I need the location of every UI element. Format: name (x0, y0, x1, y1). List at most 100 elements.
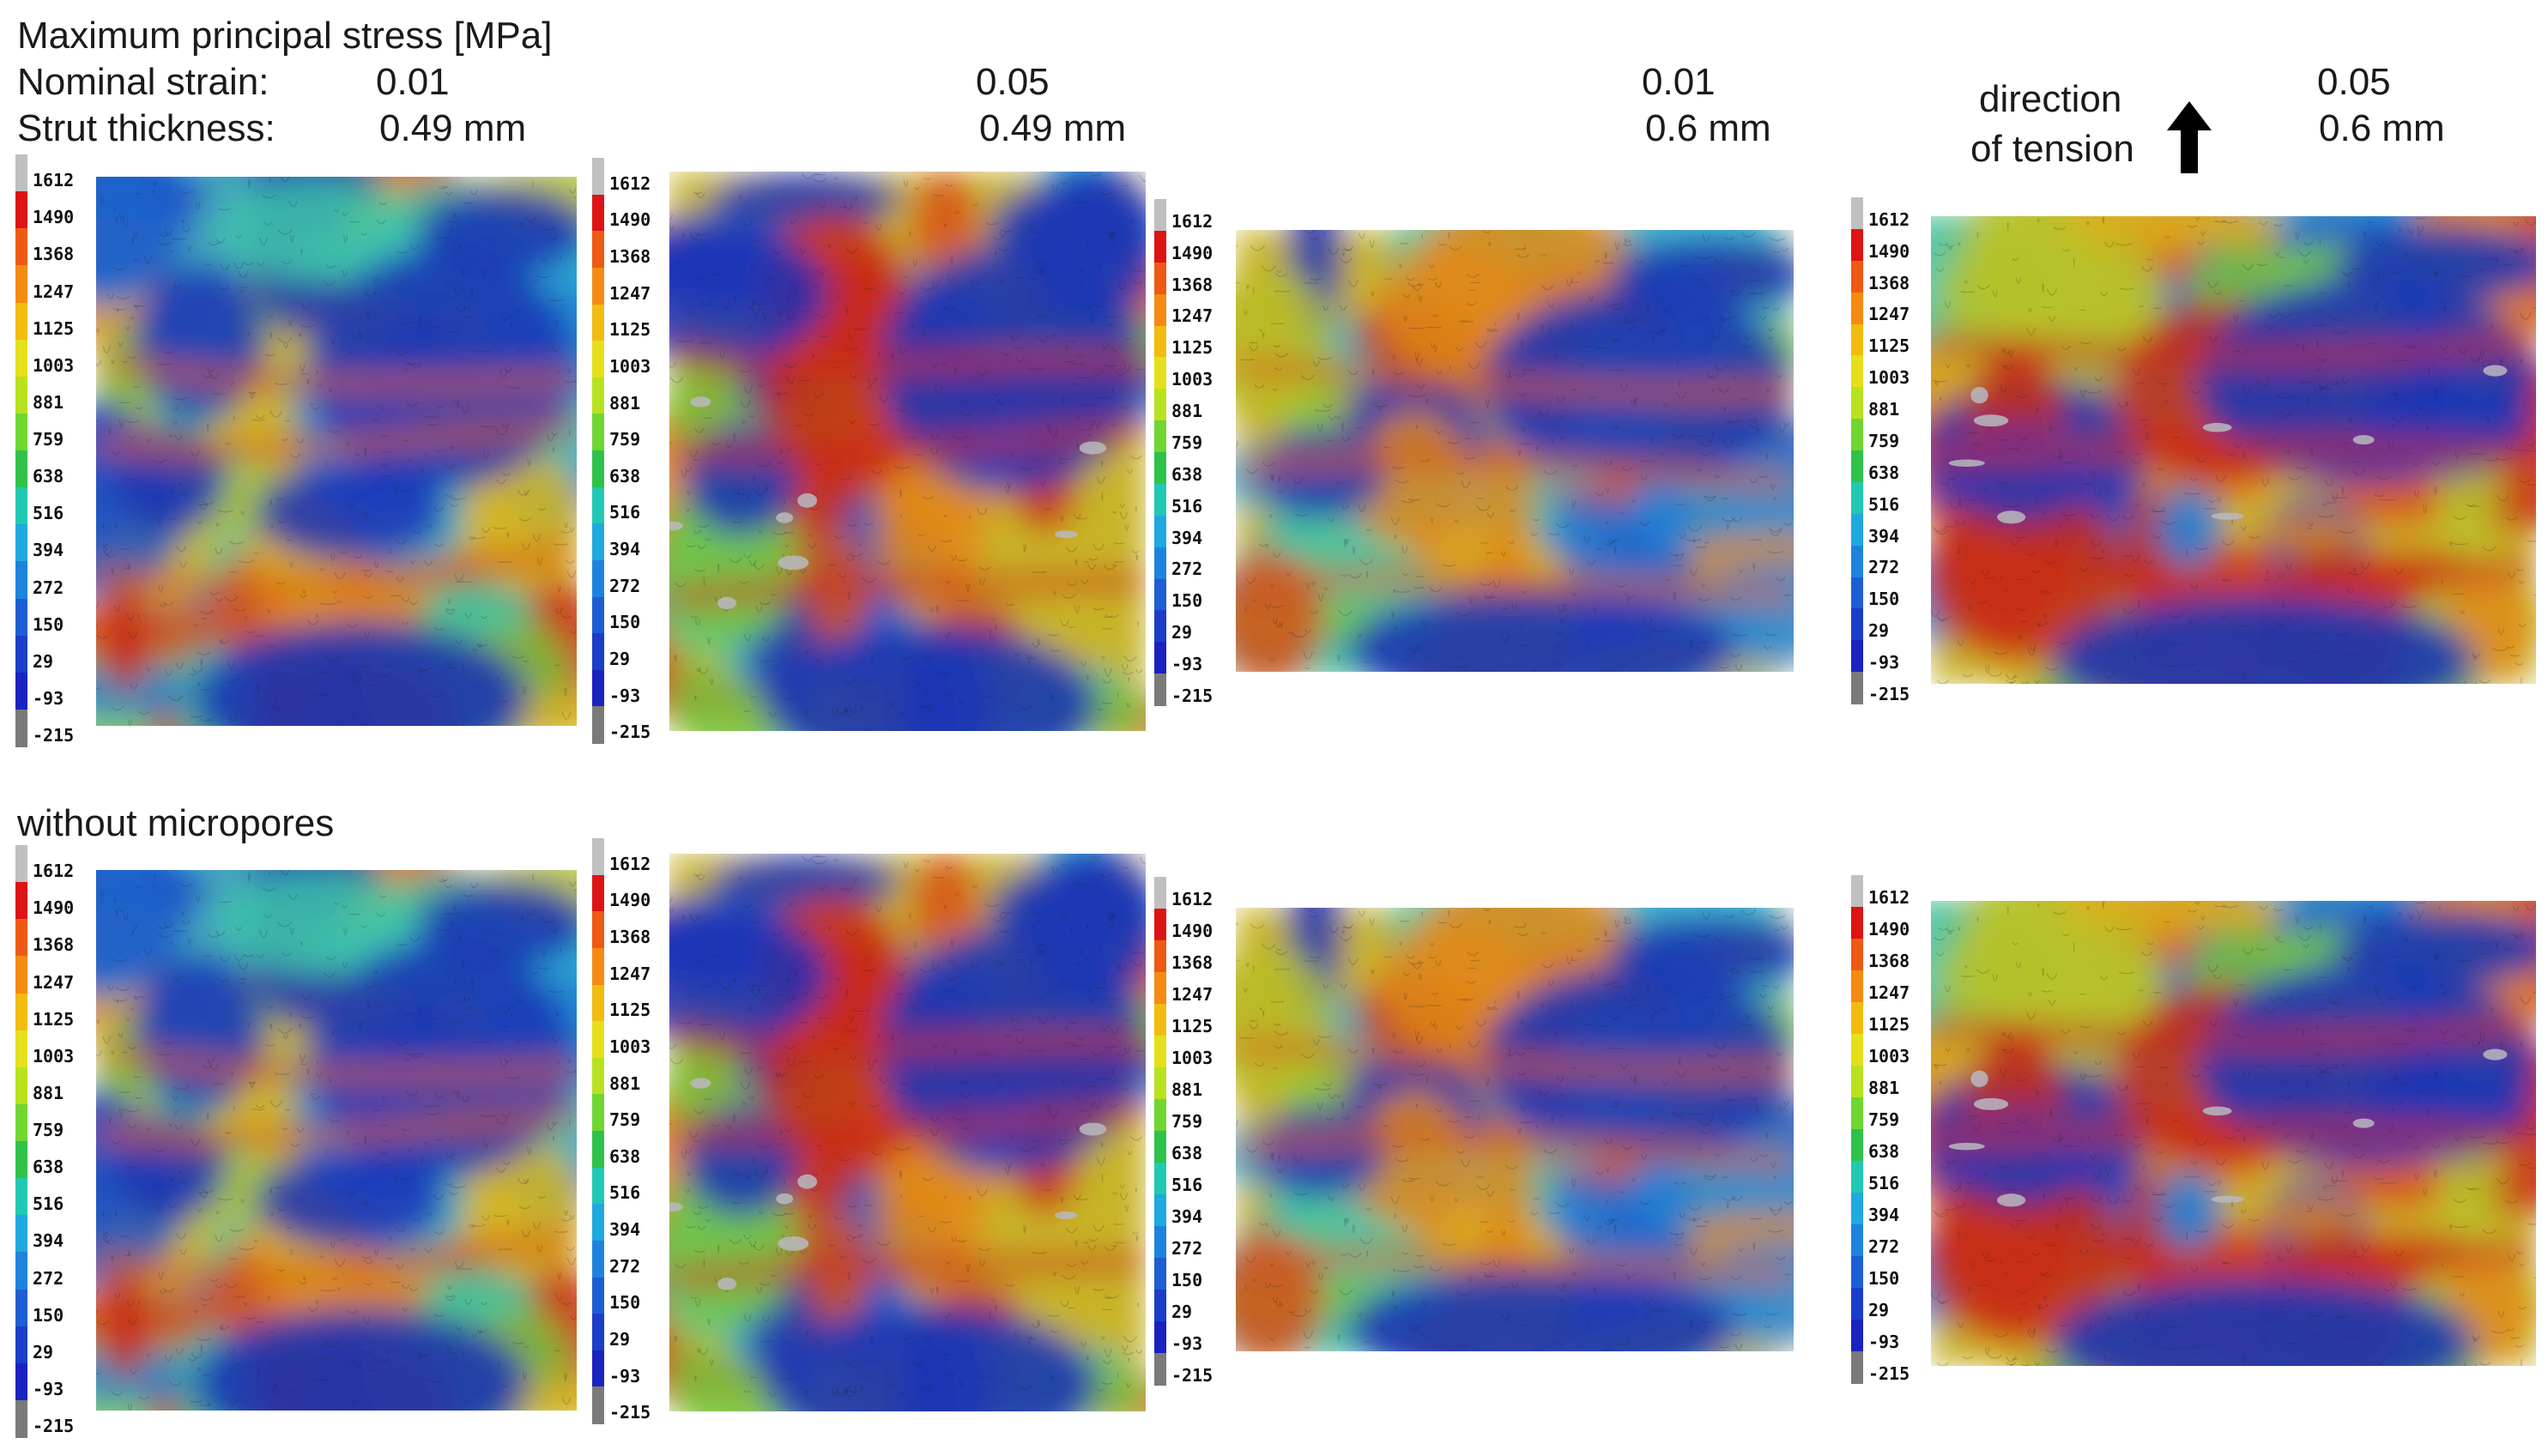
colorbar-tick-label: 394 (609, 1219, 641, 1241)
colorbar-tick-label: -93 (609, 685, 641, 706)
colorbar-tick-label: 1247 (1868, 304, 1910, 325)
colorbar-tick-label: -215 (33, 1416, 75, 1437)
col3-strain: 0.01 (1642, 61, 1716, 103)
colorbar-tick-label: 759 (609, 1109, 641, 1131)
colorbar-segment (15, 265, 27, 303)
colorbar-segment (15, 1289, 27, 1327)
colorbar-segment (1851, 1161, 1863, 1193)
colorbar-tick-label: 150 (1868, 589, 1900, 610)
colorbar-tick-label: 1490 (33, 897, 75, 919)
colorbar-segment (15, 154, 27, 192)
colorbar-segment (1154, 389, 1166, 421)
colorbar-tick-label: 638 (1171, 463, 1203, 485)
colorbar-tick-label: 150 (609, 612, 641, 633)
colorbar-segment (15, 1141, 27, 1179)
colorbar-tick-label: 1125 (1868, 335, 1910, 357)
colorbar-segment (1154, 909, 1166, 941)
stress-map-r1c2 (669, 172, 1146, 731)
colorbar-segment (592, 1021, 604, 1059)
colorbar-segment (1154, 1226, 1166, 1259)
colorbar-segment (1154, 452, 1166, 485)
colorbar-tick-label: 29 (609, 648, 631, 669)
colorbar-tick-label: -215 (1868, 683, 1910, 704)
colorbar-tick-label: 1125 (1868, 1013, 1910, 1035)
colorbar-segment (15, 1178, 27, 1216)
colorbar-tick-label: 394 (1868, 1204, 1900, 1225)
colorbar-segment (1154, 1290, 1166, 1322)
colorbar-segment (15, 339, 27, 378)
colorbar-segment (1154, 547, 1166, 579)
colorbar-segment (592, 984, 604, 1022)
colorbar-tick-label: 1125 (33, 1008, 75, 1030)
colorbar-tick-label: 272 (1868, 557, 1900, 578)
colorbar-segment (1851, 1034, 1863, 1066)
colorbar-tick-label: 516 (1171, 1174, 1203, 1195)
colorbar-tick-label: -215 (1171, 1364, 1213, 1386)
colorbar-segment (15, 993, 27, 1031)
colorbar-tick-label: 516 (609, 502, 641, 523)
colorbar-tick-label: 1612 (33, 861, 75, 882)
colorbar-segment (1851, 1002, 1863, 1035)
colorbar-tick-label: 150 (609, 1292, 641, 1314)
colorbar-segment (592, 304, 604, 341)
colorbar-tick-label: 1003 (1868, 367, 1910, 389)
colorbar-tick-label: 638 (1171, 1142, 1203, 1163)
row2-title: without micropores (17, 802, 335, 844)
colorbar-r1c4: 1612 1490 1368 1247 1125 1003 881 759 638 516 394 2… (1851, 197, 1928, 704)
col3-thickness: 0.6 mm (1645, 107, 1771, 149)
colorbar-tick-label: 1125 (609, 1000, 651, 1021)
colorbar-segment (1851, 939, 1863, 971)
colorbar-segment (1851, 1224, 1863, 1257)
colorbar-segment (1154, 972, 1166, 1005)
colorbar-tick-label: 29 (1171, 1301, 1193, 1322)
colorbar-tick-label: 1490 (609, 890, 651, 911)
col4-thickness: 0.6 mm (2319, 107, 2445, 149)
colorbar-tick-label: 1368 (1171, 274, 1213, 295)
colorbar-segment (1154, 293, 1166, 326)
colorbar-segment (1154, 1067, 1166, 1100)
colorbar-tick-label: -93 (1171, 1332, 1203, 1354)
colorbar-segment (15, 1399, 27, 1438)
colorbar-segment (1851, 875, 1863, 908)
colorbar-tick-label: 881 (1171, 1078, 1203, 1100)
colorbar-segment (1851, 197, 1863, 230)
colorbar-tick-label: 759 (1868, 430, 1900, 451)
colorbar-segment (15, 1215, 27, 1253)
colorbar-segment (592, 1204, 604, 1242)
colorbar-tick-label: 1612 (1171, 210, 1213, 232)
colorbar-segment (592, 838, 604, 876)
colorbar-tick-label: 150 (1171, 1269, 1203, 1290)
colorbar-segment (1154, 230, 1166, 263)
colorbar-segment (15, 672, 27, 710)
colorbar-tick-label: -93 (33, 1378, 64, 1399)
colorbar-segment (15, 919, 27, 957)
colorbar-segment (1154, 420, 1166, 453)
colorbar-segment (592, 377, 604, 414)
colorbar-tick-label: 29 (33, 650, 54, 672)
colorbar-tick-label: 1490 (1868, 918, 1910, 939)
colorbar-segment (15, 1030, 27, 1068)
colorbar-segment (1154, 1004, 1166, 1036)
colorbar-segment (15, 228, 27, 266)
colorbar-tick-label: 1490 (609, 209, 651, 231)
colorbar-segment (15, 882, 27, 920)
colorbar-tick-label: 394 (609, 539, 641, 560)
colorbar-tick-label: 881 (1171, 401, 1203, 422)
colorbar-tick-label: 272 (33, 577, 64, 598)
colorbar-tick-label: 272 (609, 1255, 641, 1277)
colorbar-tick-label: 638 (1868, 462, 1900, 483)
colorbar-segment (592, 1387, 604, 1424)
colorbar-tick-label: 759 (1171, 1110, 1203, 1132)
colorbar-segment (15, 487, 27, 525)
colorbar-segment (1851, 608, 1863, 641)
col1-strain: 0.01 (376, 61, 450, 103)
colorbar-segment (592, 194, 604, 232)
colorbar-tick-label: 1247 (1868, 982, 1910, 1003)
colorbar-segment (1154, 1194, 1166, 1227)
colorbar-segment (1851, 419, 1863, 451)
colorbar-tick-label: 1368 (609, 927, 651, 948)
colorbar-tick-label: 638 (609, 1145, 641, 1167)
strut-thickness-label: Strut thickness: (17, 107, 275, 149)
col2-thickness: 0.49 mm (979, 107, 1127, 149)
colorbar-tick-label: 1490 (1171, 920, 1213, 941)
